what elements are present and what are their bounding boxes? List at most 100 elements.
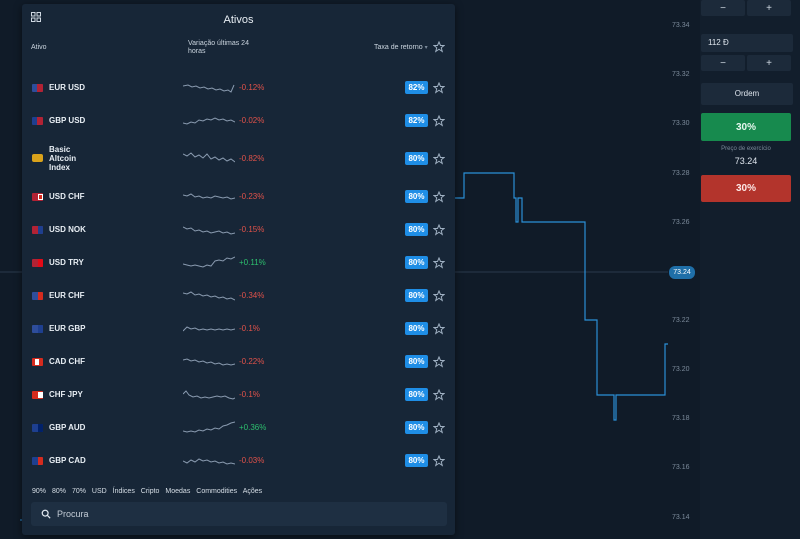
search-box — [31, 502, 447, 526]
star-icon[interactable] — [433, 455, 445, 467]
change-value: -0.23% — [239, 192, 265, 201]
star-icon[interactable] — [433, 290, 445, 302]
asset-row[interactable]: USD TRY +0.11% 80% — [28, 248, 451, 278]
star-icon[interactable] — [433, 224, 445, 236]
flag-icon — [32, 84, 43, 92]
star-icon[interactable] — [433, 82, 445, 94]
time-plus-button[interactable]: + — [747, 0, 791, 16]
payout-badge: 80% — [405, 322, 428, 335]
asset-row[interactable]: Basic Altcoin Index -0.82% 80% — [28, 142, 451, 178]
star-icon[interactable] — [433, 191, 445, 203]
strike-label: Preço de exercício — [721, 146, 771, 152]
favorites-star-icon[interactable] — [433, 41, 445, 53]
header-payout-label: Taxa de retorno — [374, 44, 423, 51]
y-tick: 73.16 — [672, 464, 690, 471]
asset-row[interactable]: USD CHF -0.23% 80% — [28, 182, 451, 212]
flag-icon — [32, 193, 43, 201]
payout-badge: 82% — [405, 114, 428, 127]
change-value: -0.34% — [239, 291, 265, 300]
filter-crypto[interactable]: Cripto — [140, 488, 160, 495]
header-asset[interactable]: Ativo — [31, 44, 47, 51]
current-price-badge: 73.24 — [669, 266, 695, 279]
amount-value: 112 Đ — [708, 38, 729, 47]
sparkline — [183, 390, 235, 400]
asset-name: GBP CAD — [49, 456, 86, 465]
asset-name: USD NOK — [49, 225, 86, 234]
flag-icon — [32, 424, 43, 432]
filter-70[interactable]: 70% — [71, 488, 86, 495]
star-icon[interactable] — [433, 153, 445, 165]
change-value: -0.1% — [239, 390, 260, 399]
y-tick: 73.18 — [672, 415, 690, 422]
payout-badge: 80% — [405, 289, 428, 302]
star-icon[interactable] — [433, 389, 445, 401]
sparkline — [183, 84, 235, 93]
asset-row[interactable]: GBP AUD +0.36% 80% — [28, 413, 451, 443]
asset-row[interactable]: CHF JPY -0.1% 80% — [28, 380, 451, 410]
filter-indices[interactable]: Índices — [112, 488, 135, 495]
filter-90[interactable]: 90% — [32, 488, 47, 495]
y-tick: 73.22 — [672, 317, 690, 324]
sparkline — [183, 256, 235, 268]
payout-badge: 80% — [405, 421, 428, 434]
time-minus-button[interactable]: − — [701, 0, 745, 16]
sparkline — [183, 193, 235, 200]
header-payout[interactable]: Taxa de retorno ▾ — [374, 44, 428, 52]
filter-currencies[interactable]: Moedas — [165, 488, 191, 495]
search-icon — [41, 509, 51, 519]
flag-icon — [32, 457, 43, 465]
asset-name: Basic Altcoin Index — [49, 145, 77, 172]
star-icon[interactable] — [433, 257, 445, 269]
asset-name: USD TRY — [49, 258, 84, 267]
sort-caret-icon: ▾ — [424, 45, 428, 51]
y-tick: 73.20 — [672, 366, 690, 373]
filter-bar: 90% 80% 70% USD Índices Cripto Moedas Co… — [32, 488, 266, 495]
panel-title: Ativos — [223, 14, 254, 26]
asset-name: CHF JPY — [49, 390, 83, 399]
star-icon[interactable] — [433, 356, 445, 368]
asset-row[interactable]: EUR GBP -0.1% 80% — [28, 314, 451, 344]
amount-field[interactable]: 112 Đ — [701, 34, 793, 52]
y-tick: 73.34 — [672, 22, 690, 29]
filter-stocks[interactable]: Ações — [242, 488, 263, 495]
amount-minus-button[interactable]: − — [701, 55, 745, 71]
payout-badge: 80% — [405, 355, 428, 368]
order-button[interactable]: Ordem — [701, 83, 793, 105]
asset-row[interactable]: GBP USD -0.02% 82% — [28, 106, 451, 136]
star-icon[interactable] — [433, 422, 445, 434]
amount-plus-button[interactable]: + — [747, 55, 791, 71]
y-tick: 73.30 — [672, 120, 690, 127]
asset-name: EUR USD — [49, 83, 86, 92]
flag-icon — [32, 325, 43, 333]
asset-row[interactable]: EUR USD -0.12% 82% — [28, 73, 451, 103]
asset-name: EUR GBP — [49, 324, 86, 333]
grid-icon[interactable] — [31, 12, 41, 22]
asset-name: EUR CHF — [49, 291, 85, 300]
payout-badge: 82% — [405, 81, 428, 94]
put-button[interactable]: 30% — [701, 175, 791, 202]
flag-icon — [32, 391, 43, 399]
asset-name: GBP USD — [49, 116, 86, 125]
sparkline — [183, 421, 235, 433]
payout-badge: 80% — [405, 190, 428, 203]
filter-80[interactable]: 80% — [51, 488, 66, 495]
call-button[interactable]: 30% — [701, 113, 791, 141]
y-tick: 73.32 — [672, 71, 690, 78]
flag-icon — [32, 226, 43, 234]
asset-row[interactable]: GBP CAD -0.03% 80% — [28, 446, 451, 476]
flag-icon — [32, 292, 43, 300]
star-icon[interactable] — [433, 323, 445, 335]
asset-row[interactable]: USD NOK -0.15% 80% — [28, 215, 451, 245]
asset-name: CAD CHF — [49, 357, 85, 366]
flag-icon — [32, 117, 43, 125]
assets-panel: Ativos Ativo Variação últimas 24 horas T… — [22, 4, 455, 535]
change-value: -0.1% — [239, 324, 260, 333]
asset-row[interactable]: EUR CHF -0.34% 80% — [28, 281, 451, 311]
filter-commodities[interactable]: Commodities — [196, 488, 238, 495]
search-input[interactable] — [57, 502, 437, 526]
star-icon[interactable] — [433, 115, 445, 127]
filter-usd[interactable]: USD — [91, 488, 107, 495]
header-variation[interactable]: Variação últimas 24 horas — [188, 40, 249, 55]
asset-row[interactable]: CAD CHF -0.22% 80% — [28, 347, 451, 377]
payout-badge: 80% — [405, 152, 428, 165]
